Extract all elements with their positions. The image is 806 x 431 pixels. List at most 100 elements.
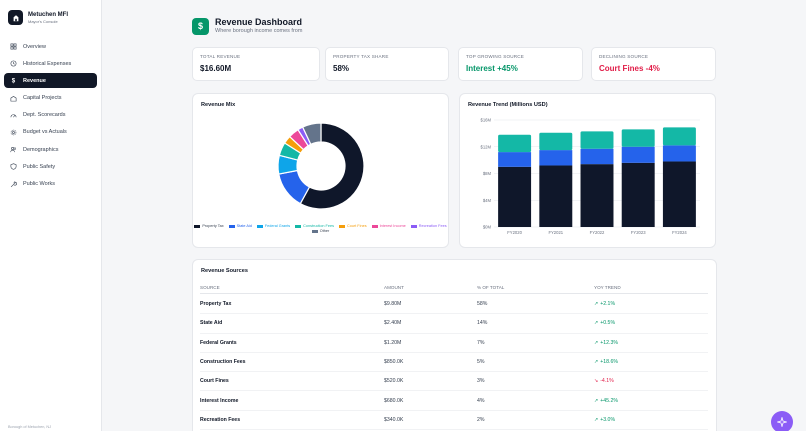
kpi-label: Property Tax Share xyxy=(333,54,389,59)
page-header: $ Revenue Dashboard Where borough income… xyxy=(192,17,302,35)
sidebar-item-public-works[interactable]: Public Works xyxy=(4,177,97,192)
column-header-trend[interactable]: YoY Trend xyxy=(594,285,621,290)
legend-swatch xyxy=(194,224,201,228)
bar-segment[interactable] xyxy=(621,129,655,147)
bar-segment[interactable] xyxy=(580,131,614,149)
amount-cell: $340.0K xyxy=(384,416,404,423)
legend-item[interactable]: Property Tax xyxy=(194,224,224,228)
legend-item[interactable]: Other xyxy=(311,229,329,233)
trend-value: +3.0% xyxy=(600,416,616,423)
bar-segment[interactable] xyxy=(662,127,696,146)
legend-swatch xyxy=(295,224,302,228)
legend-item[interactable]: Interest Income xyxy=(371,224,406,228)
trend-value: +0.5% xyxy=(600,320,616,327)
x-tick-label: FY2022 xyxy=(590,230,605,235)
panel-title: Revenue Trend (Millions USD) xyxy=(468,102,548,108)
sidebar-item-historical-expenses[interactable]: Historical Expenses xyxy=(4,56,97,71)
table-row[interactable]: Federal Grants $1.20M 7% ↗ +12.3% xyxy=(200,334,708,353)
sidebar-item-label: Revenue xyxy=(23,77,46,84)
column-header-source[interactable]: Source xyxy=(200,285,220,290)
bar-segment[interactable] xyxy=(539,150,573,166)
sidebar-item-revenue[interactable]: $ Revenue xyxy=(4,73,97,89)
trend-cell: ↘ -4.1% xyxy=(594,372,614,391)
trend-up-icon: ↗ xyxy=(594,301,599,307)
bar-segment[interactable] xyxy=(498,134,532,153)
legend-item[interactable]: Recreation Fees xyxy=(410,224,447,228)
trend-up-icon: ↗ xyxy=(594,358,599,365)
legend-label: Federal Grants xyxy=(264,224,291,228)
bar-segment[interactable] xyxy=(662,145,696,162)
legend-item[interactable]: Construction Fees xyxy=(295,224,334,228)
bar-segment[interactable] xyxy=(539,132,573,151)
sidebar-item-capital-projects[interactable]: Capital Projects xyxy=(4,91,97,106)
pie-slice-property-tax[interactable] xyxy=(299,122,365,210)
donut-legend: Property Tax State Aid Federal Grants Const… xyxy=(193,224,448,233)
sidebar-item-label: Overview xyxy=(23,43,46,50)
building-logo-icon xyxy=(8,10,23,25)
table-row[interactable]: State Aid $2.40M 14% ↗ +0.5% xyxy=(200,314,708,334)
percent-cell: 5% xyxy=(477,358,485,365)
table-row[interactable]: Construction Fees $850.0K 5% ↗ +18.6% xyxy=(200,353,708,373)
legend-swatch xyxy=(311,229,318,233)
panel-title: Revenue Mix xyxy=(201,102,236,108)
y-tick-label: $12M xyxy=(481,144,492,149)
sidebar-item-label: Public Works xyxy=(23,181,55,187)
percent-cell: 3% xyxy=(477,378,485,385)
trend-up-icon: ↗ xyxy=(594,339,599,346)
sidebar-item-demographics[interactable]: Demographics xyxy=(4,142,97,157)
brand[interactable]: Metuchen MFI Mayor's Console xyxy=(0,0,101,35)
table-row[interactable]: Court Fines $520.0K 3% ↘ -4.1% xyxy=(200,372,708,392)
bar-segment[interactable] xyxy=(621,146,655,163)
column-header-percent[interactable]: % of Total xyxy=(477,285,505,290)
sidebar-item-public-safety[interactable]: Public Safety xyxy=(4,159,97,174)
bar-segment[interactable] xyxy=(580,164,614,227)
kpi-label: Total Revenue xyxy=(200,54,241,59)
y-tick-label: $0M xyxy=(483,225,492,230)
amount-cell: $520.0K xyxy=(384,378,404,385)
source-cell: Court Fines xyxy=(200,378,229,385)
wrench-icon xyxy=(10,180,17,187)
legend-item[interactable]: Court Fines xyxy=(338,224,367,228)
sidebar-item-budget-vs-actuals[interactable]: Budget vs Actuals xyxy=(4,125,97,140)
percent-cell: 7% xyxy=(477,339,485,346)
trend-up-icon: ↗ xyxy=(594,416,599,423)
table-row[interactable]: Interest Income $680.0K 4% ↗ +45.2% xyxy=(200,392,708,411)
percent-cell: 2% xyxy=(477,416,485,423)
sidebar-item-dept-scorecards[interactable]: Dept. Scorecards xyxy=(4,108,97,123)
legend-label: Recreation Fees xyxy=(418,224,447,228)
page-subtitle: Where borough income comes from xyxy=(215,28,303,34)
assistant-button[interactable] xyxy=(771,411,793,431)
sidebar: Metuchen MFI Mayor's Console Overview His… xyxy=(0,0,102,431)
pie-slice-other[interactable] xyxy=(301,122,322,146)
trend-down-icon: ↘ xyxy=(594,378,599,385)
revenue-mix-panel: Revenue Mix Property Tax State Aid Federal… xyxy=(192,93,449,248)
column-header-amount[interactable]: Amount xyxy=(384,285,404,290)
amount-cell: $9.80M xyxy=(384,301,402,307)
bar-segment[interactable] xyxy=(662,161,696,227)
x-tick-label: FY2024 xyxy=(672,230,687,235)
trend-cell: ↗ +12.3% xyxy=(594,334,618,353)
shield-icon xyxy=(10,163,17,171)
legend-swatch xyxy=(410,224,417,228)
legend-item[interactable]: Federal Grants xyxy=(256,224,291,228)
legend-label: Court Fines xyxy=(346,224,367,228)
gear-icon xyxy=(10,129,17,136)
sidebar-item-label: Capital Projects xyxy=(23,95,62,102)
sidebar-item-overview[interactable]: Overview xyxy=(4,39,97,54)
bar-segment[interactable] xyxy=(621,162,655,227)
sidebar-item-label: Historical Expenses xyxy=(23,60,72,67)
bar-segment[interactable] xyxy=(498,166,532,227)
bar-segment[interactable] xyxy=(580,148,614,165)
trend-cell: ↗ +18.6% xyxy=(594,353,618,372)
sidebar-item-label: Dept. Scorecards xyxy=(23,112,66,119)
bar-segment[interactable] xyxy=(498,152,532,167)
table-row[interactable]: Recreation Fees $340.0K 2% ↗ +3.0% xyxy=(200,411,708,431)
bar-segment[interactable] xyxy=(539,165,573,227)
table-row[interactable]: Property Tax $9.80M 58% ↗ +2.1% xyxy=(200,295,708,315)
sparkle-icon xyxy=(777,417,787,427)
trend-up-icon: ↗ xyxy=(594,320,599,327)
donut-chart xyxy=(277,122,365,210)
percent-cell: 58% xyxy=(477,301,488,307)
revenue-sources-panel: Revenue Sources xyxy=(192,259,717,431)
legend-item[interactable]: State Aid xyxy=(228,224,252,228)
